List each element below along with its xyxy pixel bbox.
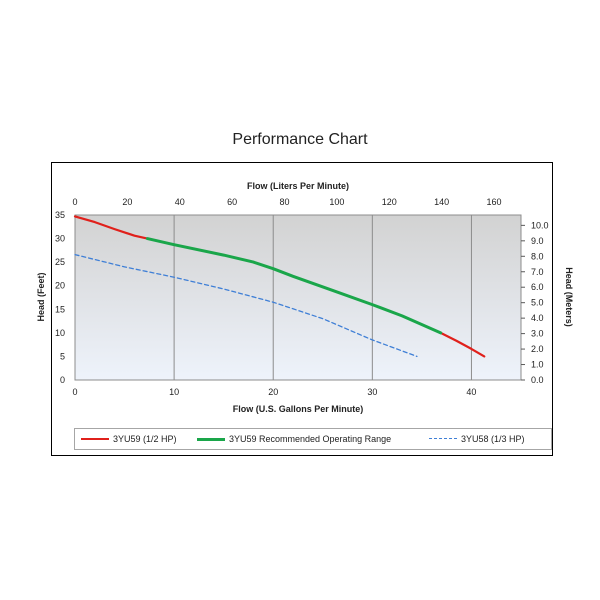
y-tick-label: 10 bbox=[55, 328, 65, 338]
y-tick-label: 35 bbox=[55, 210, 65, 220]
legend-label-operating-range: 3YU59 Recommended Operating Range bbox=[229, 434, 392, 444]
x-axis-label: Flow (U.S. Gallons Per Minute) bbox=[233, 404, 364, 414]
y2-tick-label: 9.0 bbox=[531, 236, 544, 246]
y2-tick-label: 7.0 bbox=[531, 267, 544, 277]
y-tick-label: 15 bbox=[55, 304, 65, 314]
y-tick-label: 25 bbox=[55, 257, 65, 267]
x-tick-label: 40 bbox=[466, 387, 476, 397]
y2-tick-label: 10.0 bbox=[531, 220, 549, 230]
x2-tick-label: 60 bbox=[227, 197, 237, 207]
y2-tick-label: 2.0 bbox=[531, 344, 544, 354]
chart-legend: 3YU59 (1/2 HP) 3YU59 Recommended Operati… bbox=[74, 428, 552, 450]
x2-tick-label: 160 bbox=[487, 197, 502, 207]
series-3yu59-line-end bbox=[439, 331, 486, 358]
series-operating-range-line bbox=[145, 237, 443, 335]
series-3yu59-line-start bbox=[73, 215, 149, 240]
x2-tick-label: 40 bbox=[175, 197, 185, 207]
x2-tick-label: 140 bbox=[434, 197, 449, 207]
legend-swatch-blue bbox=[429, 438, 457, 439]
y-tick-label: 0 bbox=[60, 375, 65, 385]
y-tick-label: 5 bbox=[60, 351, 65, 361]
x2-tick-label: 100 bbox=[329, 197, 344, 207]
x2-tick-label: 120 bbox=[382, 197, 397, 207]
y2-tick-label: 6.0 bbox=[531, 282, 544, 292]
legend-label-3yu59: 3YU59 (1/2 HP) bbox=[113, 434, 177, 444]
x-tick-label: 30 bbox=[367, 387, 377, 397]
y2-tick-label: 3.0 bbox=[531, 329, 544, 339]
legend-label-3yu58: 3YU58 (1/3 HP) bbox=[461, 434, 525, 444]
y2-tick-label: 4.0 bbox=[531, 313, 544, 323]
x-tick-label: 20 bbox=[268, 387, 278, 397]
y2-tick-label: 1.0 bbox=[531, 360, 544, 370]
x2-tick-label: 0 bbox=[72, 197, 77, 207]
y-tick-label: 30 bbox=[55, 234, 65, 244]
plot-area bbox=[74, 214, 522, 381]
y2-tick-label: 5.0 bbox=[531, 298, 544, 308]
y2-tick-label: 8.0 bbox=[531, 251, 544, 261]
x2-tick-label: 80 bbox=[280, 197, 290, 207]
x2-axis-label: Flow (Liters Per Minute) bbox=[247, 181, 349, 191]
chart-title: Performance Chart bbox=[232, 131, 368, 148]
y2-axis-label: Head (Meters) bbox=[564, 267, 574, 327]
legend-swatch-red bbox=[81, 438, 109, 440]
series-3yu58-line bbox=[74, 253, 418, 358]
x-tick-label: 0 bbox=[72, 387, 77, 397]
x-tick-label: 10 bbox=[169, 387, 179, 397]
y2-tick-label: 0.0 bbox=[531, 375, 544, 385]
y-tick-label: 20 bbox=[55, 281, 65, 291]
y-axis-label: Head (Feet) bbox=[36, 272, 46, 321]
x2-tick-label: 20 bbox=[122, 197, 132, 207]
legend-swatch-green bbox=[197, 438, 225, 441]
